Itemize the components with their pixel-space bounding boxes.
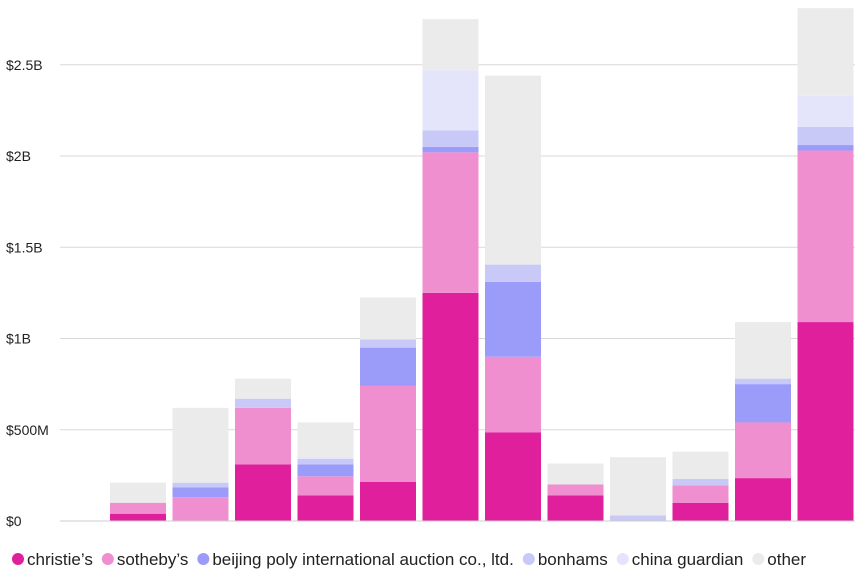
bar-segment	[110, 482, 166, 503]
bar-segment	[172, 487, 229, 498]
bar-segment	[172, 497, 229, 521]
bar-segment	[110, 502, 166, 514]
y-tick-label: $2.5B	[6, 57, 43, 73]
bar-segment	[297, 495, 354, 521]
y-axis-ticks: $0 $500M $1B $1.5B $2B $2.5B	[6, 57, 49, 529]
y-tick-label: $1.5B	[6, 239, 43, 255]
legend: christie’s sotheby’s beijing poly internat…	[12, 550, 806, 569]
bar-stack	[172, 407, 229, 521]
bar-segment	[422, 292, 479, 521]
bar-segment	[797, 322, 854, 521]
legend-label: bonhams	[538, 550, 608, 569]
bar-segment	[422, 19, 479, 71]
bar-segment	[672, 485, 729, 503]
bar-stack	[672, 451, 729, 521]
bar-segment	[360, 339, 416, 348]
legend-swatch	[616, 553, 629, 565]
bar-segment	[485, 356, 541, 433]
legend-label: christie’s	[27, 550, 93, 569]
bar-segment	[672, 502, 729, 521]
y-tick-label: $2B	[6, 148, 31, 164]
bar-stack	[422, 19, 479, 521]
legend-swatch	[12, 553, 24, 565]
bar-stack	[797, 8, 854, 521]
legend-swatch	[522, 553, 535, 565]
bar-segment	[235, 378, 291, 399]
bar-segment	[797, 150, 854, 323]
y-tick-label: $500M	[6, 422, 49, 438]
bar-segment	[360, 347, 416, 386]
bar-segment	[422, 130, 479, 147]
bar-segment	[610, 457, 666, 516]
legend-swatch	[197, 553, 210, 565]
legend-item: bonhams	[522, 550, 608, 569]
bar-segment	[360, 481, 416, 521]
bar-segment	[485, 75, 541, 265]
bar-segment	[235, 464, 291, 521]
bar-segment	[735, 478, 791, 521]
bar-segment	[672, 479, 729, 486]
bar-segment	[360, 297, 416, 340]
bar-segment	[297, 464, 354, 477]
legend-item: beijing poly international auction co., …	[197, 550, 514, 569]
bar-segment	[797, 126, 854, 146]
bar-segment	[610, 515, 666, 521]
bar-segment	[235, 398, 291, 408]
bar-segment	[422, 152, 479, 293]
legend-label: sotheby’s	[117, 550, 189, 569]
bar-segment	[172, 482, 229, 488]
bar-stack	[735, 322, 791, 521]
legend-label: china guardian	[632, 550, 744, 569]
bar-segment	[797, 145, 854, 151]
bar-segment	[485, 432, 541, 521]
bar-segment	[172, 407, 229, 483]
bar-segment	[547, 484, 604, 496]
bar-segment	[735, 422, 791, 479]
legend-swatch	[101, 553, 114, 565]
bar-segment	[297, 476, 354, 496]
bar-stack	[610, 457, 666, 521]
bars	[110, 8, 854, 521]
bar-segment	[797, 8, 854, 96]
bar-segment	[797, 95, 854, 127]
legend-swatch	[752, 553, 765, 565]
legend-item: christie’s	[12, 550, 93, 569]
legend-item: china guardian	[616, 550, 744, 569]
bar-segment	[297, 457, 354, 459]
legend-label: beijing poly international auction co., …	[212, 550, 513, 569]
bar-segment	[672, 451, 729, 480]
bar-stack	[297, 422, 354, 521]
bar-segment	[110, 513, 166, 521]
bar-segment	[422, 70, 479, 131]
bar-segment	[360, 385, 416, 482]
bar-segment	[297, 458, 354, 465]
bar-segment	[485, 264, 541, 282]
bar-segment	[735, 322, 791, 379]
bar-stack	[547, 463, 604, 521]
legend-item: other	[752, 550, 806, 569]
bar-segment	[735, 378, 791, 385]
legend-item: sotheby’s	[101, 550, 189, 569]
bar-segment	[235, 407, 291, 465]
bar-segment	[297, 422, 354, 458]
bar-segment	[547, 463, 604, 485]
bar-segment	[735, 384, 791, 423]
bar-stack	[360, 297, 416, 521]
bar-segment	[422, 146, 479, 153]
bar-stack	[485, 75, 541, 521]
y-tick-label: $0	[6, 513, 22, 529]
legend-label: other	[767, 550, 806, 569]
bar-stack	[110, 482, 166, 521]
bar-segment	[485, 281, 541, 357]
bar-stack	[235, 378, 291, 521]
y-tick-label: $1B	[6, 331, 31, 347]
bar-segment	[547, 495, 604, 521]
